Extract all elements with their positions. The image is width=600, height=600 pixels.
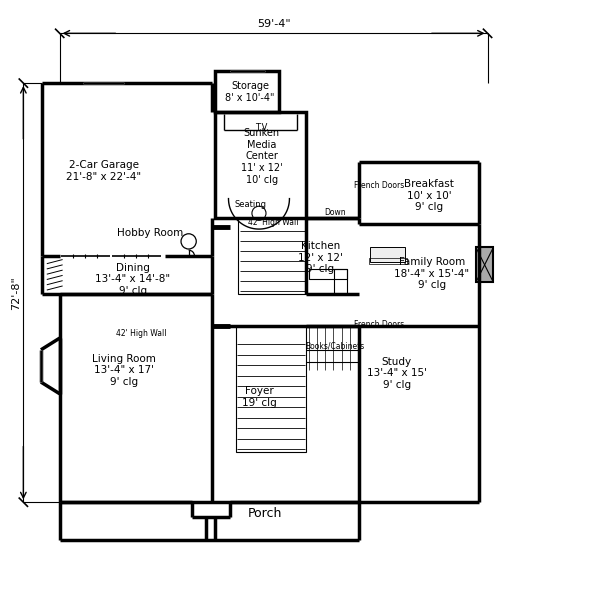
Bar: [236, 326, 306, 452]
Text: 59'-4": 59'-4": [257, 19, 290, 29]
Text: Family Room
18'-4" x 15'-4"
9' clg: Family Room 18'-4" x 15'-4" 9' clg: [394, 257, 469, 290]
Bar: [309, 269, 347, 280]
Text: Sunken
Media
Center
11' x 12'
10' clg: Sunken Media Center 11' x 12' 10' clg: [241, 128, 283, 185]
Text: French Doors: French Doors: [354, 181, 404, 190]
Text: Porch: Porch: [248, 508, 282, 520]
Text: 42' High Wall: 42' High Wall: [248, 218, 299, 227]
Bar: [370, 247, 406, 262]
Text: 2-Car Garage
21'-8" x 22'-4": 2-Car Garage 21'-8" x 22'-4": [66, 160, 141, 182]
Bar: [238, 218, 306, 294]
Text: Living Room
13'-4" x 17'
9' clg: Living Room 13'-4" x 17' 9' clg: [92, 354, 156, 387]
Text: Seating: Seating: [234, 200, 266, 209]
Text: French Doors: French Doors: [354, 320, 404, 329]
Text: Dining
13'-4" x 14'-8"
9' clg: Dining 13'-4" x 14'-8" 9' clg: [95, 263, 170, 296]
Bar: [369, 258, 407, 263]
Bar: [215, 112, 306, 218]
Bar: [476, 247, 493, 283]
Text: Storage
8' x 10'-4": Storage 8' x 10'-4": [226, 81, 275, 103]
Text: Study
13'-4" x 15'
9' clg: Study 13'-4" x 15' 9' clg: [367, 356, 427, 390]
Text: 42' High Wall: 42' High Wall: [116, 329, 167, 338]
Text: 72'-8": 72'-8": [11, 276, 22, 310]
Text: T.V.: T.V.: [255, 122, 269, 131]
Bar: [215, 71, 280, 112]
Text: Foyer
19' clg: Foyer 19' clg: [242, 386, 277, 407]
Text: Breakfast
10' x 10'
9' clg: Breakfast 10' x 10' 9' clg: [404, 179, 454, 212]
Text: Books/Cabinets: Books/Cabinets: [305, 341, 365, 350]
Text: Kitchen
12' x 12'
9' clg: Kitchen 12' x 12' 9' clg: [298, 241, 343, 274]
Text: Down: Down: [325, 208, 346, 217]
Bar: [334, 269, 347, 294]
Text: Hobby Room: Hobby Room: [118, 227, 184, 238]
